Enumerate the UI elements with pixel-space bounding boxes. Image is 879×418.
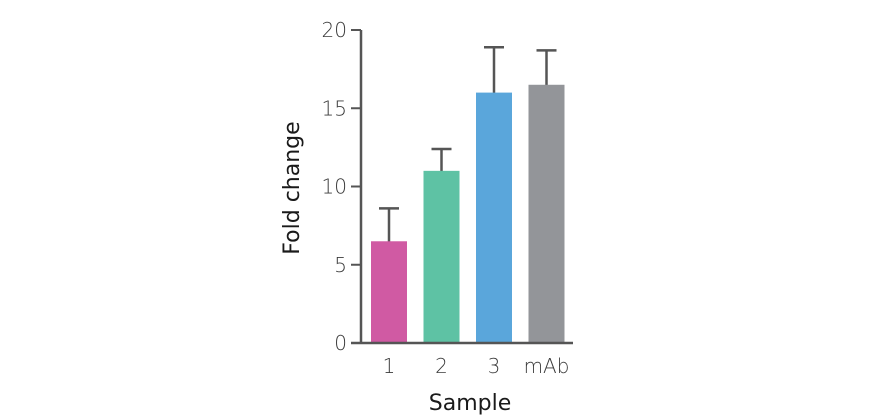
x-axis: 1 2 3 mAb: [351, 341, 573, 378]
y-tick-label: 10: [322, 175, 347, 199]
bar-1: [371, 241, 407, 343]
y-axis-title: Fold change: [280, 121, 305, 254]
x-tick-label: 3: [488, 354, 501, 378]
y-axis: 0 5 10 15 20: [322, 18, 363, 355]
x-tick-label: 1: [383, 354, 396, 378]
bar-3: [476, 92, 512, 343]
y-tick-label: 15: [322, 96, 347, 120]
x-tick-label: mAb: [524, 354, 570, 378]
x-tick-label: 2: [435, 354, 448, 378]
bar-2: [423, 170, 460, 343]
bars: [371, 45, 565, 344]
y-tick-label: 0: [334, 331, 347, 355]
y-tick-label: 5: [334, 253, 347, 277]
y-tick-label: 20: [322, 18, 347, 42]
bar-mAb: [528, 84, 565, 344]
x-axis-title: Sample: [429, 391, 512, 416]
